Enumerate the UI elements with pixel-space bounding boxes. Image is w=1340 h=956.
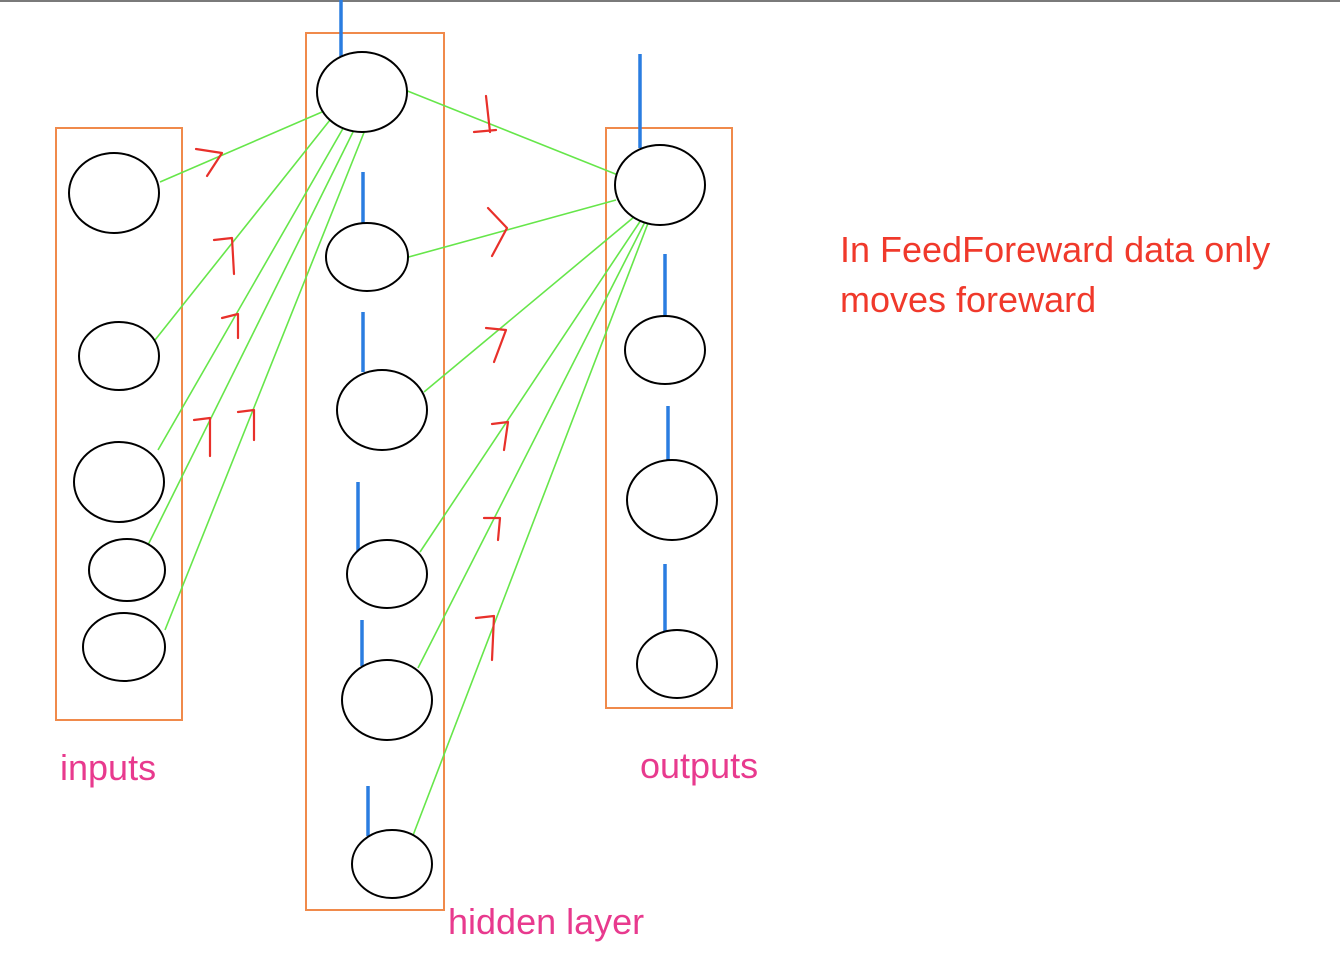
hidden-node <box>341 659 433 741</box>
connection-line <box>164 129 366 631</box>
outputs-label: outputs <box>640 745 758 786</box>
connection-line <box>147 127 356 546</box>
connection-line <box>154 119 331 341</box>
connection-line <box>423 211 641 393</box>
connection-line <box>157 124 346 451</box>
hidden-node <box>316 51 408 133</box>
arrow-mark <box>212 236 236 276</box>
note-line-2: moves foreward <box>840 279 1096 320</box>
arrow-mark <box>482 516 502 542</box>
connections <box>147 89 651 839</box>
hidden-node <box>325 222 409 292</box>
inputs-layer-box <box>55 127 183 721</box>
note-line-1: In FeedForeward data only <box>840 229 1270 270</box>
direction-arrows <box>192 94 510 662</box>
connection-line <box>411 217 651 839</box>
connection-line <box>419 213 646 553</box>
arrow-mark <box>474 614 496 662</box>
input-node <box>73 441 165 523</box>
arrow-mark <box>490 420 510 452</box>
arrow-mark <box>220 312 240 340</box>
output-node <box>626 459 718 541</box>
input-node <box>82 612 166 682</box>
arrow-mark <box>194 147 224 178</box>
connection-line <box>404 89 619 176</box>
arrow-mark <box>472 94 498 134</box>
arrow-mark <box>236 408 256 442</box>
input-node <box>88 538 166 602</box>
hidden-node <box>336 369 428 451</box>
output-node <box>614 144 706 226</box>
hidden-node <box>351 829 433 899</box>
connection-line <box>404 199 617 259</box>
output-node <box>636 629 718 699</box>
connection-line <box>417 215 649 669</box>
nodes <box>68 51 718 899</box>
outputs-layer-box <box>605 127 733 709</box>
arrow-mark <box>484 326 508 364</box>
connection-line <box>159 111 323 183</box>
input-node <box>78 321 160 391</box>
inputs-label: inputs <box>60 747 156 788</box>
output-node <box>624 315 706 385</box>
hidden-node <box>346 539 428 609</box>
hidden-layer-box <box>305 32 445 911</box>
arrow-mark <box>486 206 509 258</box>
bias-lines <box>339 0 670 836</box>
arrow-mark <box>192 416 212 458</box>
hidden-layer-label: hidden layer <box>448 901 644 942</box>
input-node <box>68 152 160 234</box>
